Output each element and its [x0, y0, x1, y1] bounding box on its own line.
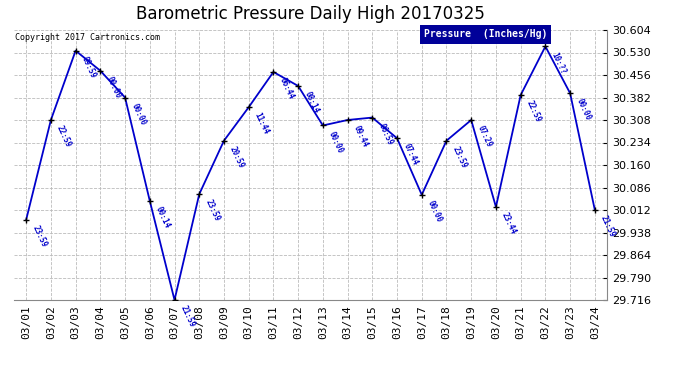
Text: 08:14: 08:14 — [302, 90, 320, 115]
Text: 23:59: 23:59 — [451, 145, 469, 170]
Text: 00:00: 00:00 — [426, 199, 444, 224]
Text: 11:44: 11:44 — [253, 111, 270, 136]
Text: 00:00: 00:00 — [327, 130, 345, 154]
Text: 06:44: 06:44 — [277, 76, 295, 101]
Text: 07:44: 07:44 — [401, 142, 419, 167]
Text: 00:00: 00:00 — [574, 98, 592, 122]
Text: 09:44: 09:44 — [352, 124, 370, 149]
Text: 10:??: 10:?? — [549, 51, 567, 75]
Text: 00:00: 00:00 — [129, 102, 147, 126]
Text: 22:59: 22:59 — [55, 124, 73, 149]
Text: 07:29: 07:29 — [475, 124, 493, 149]
Text: 00:00: 00:00 — [104, 75, 122, 100]
Text: 00:14: 00:14 — [154, 205, 172, 230]
Title: Barometric Pressure Daily High 20170325: Barometric Pressure Daily High 20170325 — [136, 5, 485, 23]
Text: Copyright 2017 Cartronics.com: Copyright 2017 Cartronics.com — [15, 33, 160, 42]
Text: 22:59: 22:59 — [525, 99, 543, 124]
Text: 23:59: 23:59 — [30, 224, 48, 249]
Text: 23:44: 23:44 — [500, 211, 518, 236]
Text: 09:59: 09:59 — [80, 55, 98, 80]
Text: 21:59: 21:59 — [599, 214, 617, 239]
Text: 20:59: 20:59 — [228, 145, 246, 170]
Text: 06:59: 06:59 — [377, 122, 395, 147]
Text: 23:59: 23:59 — [204, 198, 221, 223]
Text: 21:59: 21:59 — [179, 304, 197, 329]
